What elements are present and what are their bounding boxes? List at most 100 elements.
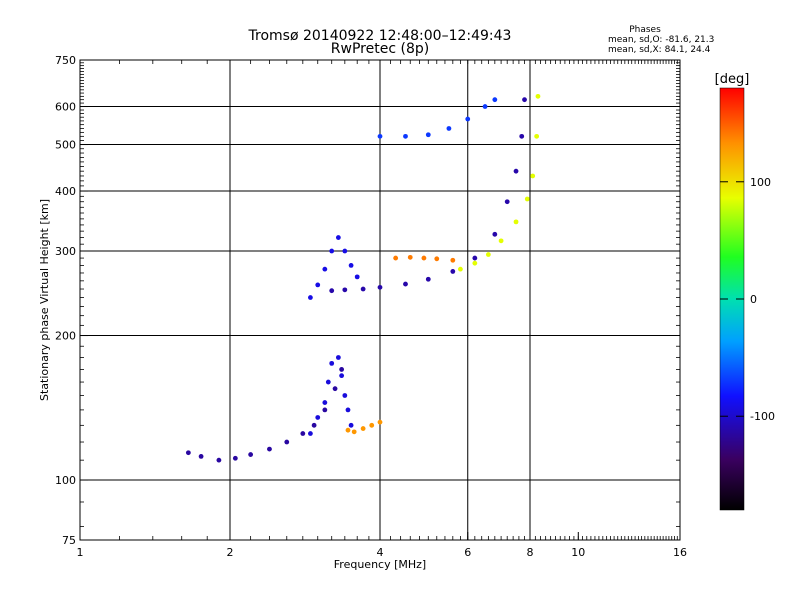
y-tick-label: 300 <box>55 245 76 258</box>
colorbar-tick-label: 0 <box>750 293 757 306</box>
data-point <box>267 446 272 452</box>
data-point <box>498 238 504 244</box>
data-point <box>335 235 341 240</box>
data-point <box>458 266 463 272</box>
y-tick-label: 75 <box>62 534 76 547</box>
data-point <box>332 386 338 392</box>
y-tick-label: 200 <box>55 330 76 343</box>
trace-series <box>329 97 527 294</box>
data-point <box>472 260 478 266</box>
data-point <box>421 255 427 261</box>
data-point <box>513 168 519 174</box>
phase-stats-o: mean, sd,O: -81.6, 21.3 <box>608 35 714 45</box>
chart-title: Tromsø 20140922 12:48:00–12:49:43 <box>248 28 512 44</box>
data-point <box>492 97 498 103</box>
y-tick-label: 500 <box>55 139 76 152</box>
data-point <box>485 252 491 257</box>
data-point <box>530 173 536 179</box>
data-point <box>522 97 527 103</box>
data-point <box>425 132 431 138</box>
chart-subtitle: RwPretec (8p) <box>331 41 429 57</box>
data-point <box>407 254 413 260</box>
trace-series <box>458 93 541 272</box>
trace-series <box>393 254 456 263</box>
x-tick-label: 10 <box>571 546 585 559</box>
data-point <box>345 407 351 413</box>
data-point <box>348 262 354 268</box>
data-point <box>325 379 331 385</box>
y-tick-label: 400 <box>55 185 76 198</box>
data-point <box>360 286 366 292</box>
y-tick-label: 750 <box>55 54 76 67</box>
data-point <box>524 196 530 202</box>
x-tick-label: 6 <box>464 546 471 559</box>
data-point <box>403 133 408 139</box>
data-point <box>322 400 328 405</box>
data-point <box>351 429 357 435</box>
data-point <box>345 427 351 433</box>
data-point <box>300 431 306 436</box>
colorbar-label: [deg] <box>715 72 750 87</box>
data-point <box>377 419 383 425</box>
data-point <box>513 219 519 225</box>
data-point <box>185 450 191 456</box>
trace-series <box>308 355 354 436</box>
data-point <box>311 422 317 428</box>
y-tick-label: 600 <box>55 101 76 114</box>
trace-series <box>377 97 498 139</box>
colorbar-tick-label: -100 <box>750 410 775 423</box>
data-point <box>446 126 452 131</box>
data-point <box>232 455 238 461</box>
trace-series <box>308 235 360 300</box>
data-point <box>308 295 313 300</box>
data-point <box>284 439 290 445</box>
data-point <box>322 407 328 413</box>
phase-stats-heading: Phases <box>629 25 661 35</box>
data-point <box>369 422 375 428</box>
data-point <box>198 454 204 459</box>
x-tick-label: 2 <box>227 546 234 559</box>
trace-series <box>185 367 345 463</box>
data-point <box>354 274 360 280</box>
x-tick-label: 4 <box>377 546 384 559</box>
data-point <box>450 269 456 274</box>
data-point <box>329 248 335 254</box>
data-point <box>342 287 348 293</box>
data-point <box>377 284 383 290</box>
data-point <box>482 104 488 109</box>
data-point <box>308 431 313 436</box>
x-axis-label: Frequency [MHz] <box>334 558 426 571</box>
data-point <box>315 415 321 420</box>
data-point <box>504 199 510 205</box>
data-point <box>216 457 222 463</box>
data-points <box>185 93 541 463</box>
data-point <box>425 276 431 282</box>
data-point <box>329 360 335 366</box>
data-point <box>329 288 335 294</box>
y-tick-label: 100 <box>55 474 76 487</box>
x-tick-label: 1 <box>77 546 84 559</box>
data-point <box>377 133 383 139</box>
y-axis-label: Stationary phase Virtual Height [km] <box>38 199 51 401</box>
data-point <box>339 373 345 379</box>
data-point <box>322 266 328 272</box>
data-point <box>534 133 540 139</box>
data-point <box>248 452 254 457</box>
phase-stats-x: mean, sd,X: 84.1, 24.4 <box>608 45 711 55</box>
data-point <box>342 393 348 398</box>
data-point <box>342 248 348 254</box>
colorbar-ticks: 100 0 -100 <box>720 176 775 423</box>
data-point <box>472 255 478 261</box>
data-point <box>403 281 408 287</box>
data-point <box>519 133 525 139</box>
data-point <box>393 255 399 261</box>
x-tick-label: 8 <box>527 546 534 559</box>
data-point <box>465 116 471 122</box>
trace-series <box>345 419 383 435</box>
data-point <box>348 422 354 428</box>
data-point <box>335 355 341 360</box>
data-point <box>450 257 456 263</box>
data-point <box>492 231 498 237</box>
data-point <box>360 426 366 431</box>
